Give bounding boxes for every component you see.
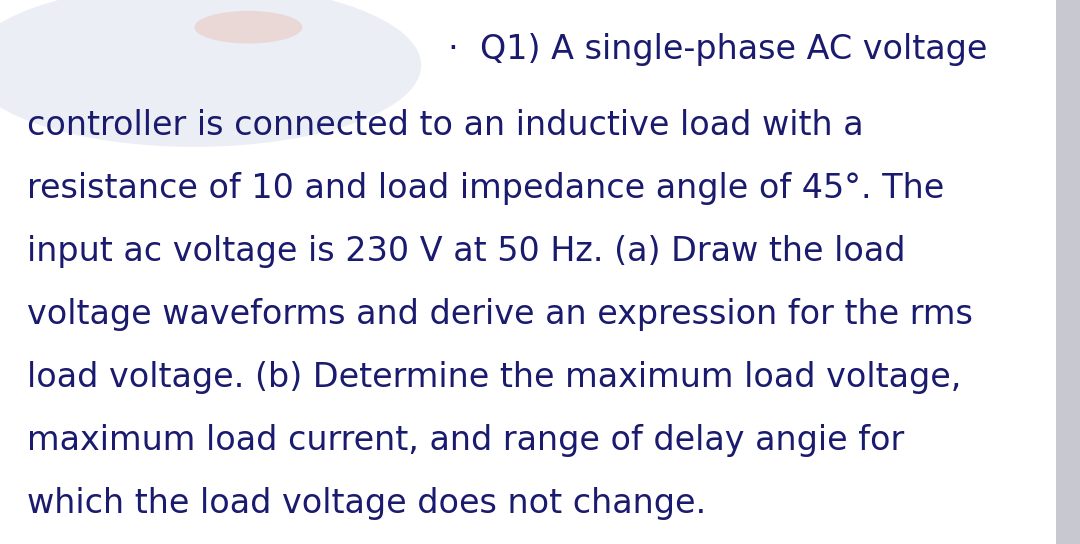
- Bar: [1056, 0, 1080, 544]
- FancyBboxPatch shape: [0, 0, 1056, 544]
- Text: which the load voltage does not change.: which the load voltage does not change.: [27, 487, 706, 521]
- Text: controller is connected to an inductive load with a: controller is connected to an inductive …: [27, 109, 864, 142]
- Text: voltage waveforms and derive an expression for the rms: voltage waveforms and derive an expressi…: [27, 298, 973, 331]
- Ellipse shape: [194, 11, 302, 44]
- Text: maximum load current, and range of delay angie for: maximum load current, and range of delay…: [27, 424, 904, 458]
- Text: ·  Q1) A single-phase AC voltage: · Q1) A single-phase AC voltage: [448, 33, 987, 66]
- Text: resistance of 10 and load impedance angle of 45°. The: resistance of 10 and load impedance angl…: [27, 172, 944, 205]
- Ellipse shape: [0, 0, 421, 147]
- Text: load voltage. (b) Determine the maximum load voltage,: load voltage. (b) Determine the maximum …: [27, 361, 961, 394]
- Text: input ac voltage is 230 V at 50 Hz. (a) Draw the load: input ac voltage is 230 V at 50 Hz. (a) …: [27, 235, 905, 268]
